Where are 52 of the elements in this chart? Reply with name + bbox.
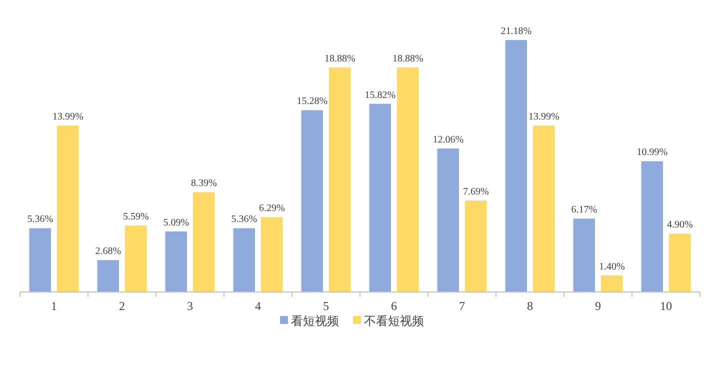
data-label: 10.99%: [636, 147, 668, 158]
data-label: 6.29%: [258, 203, 285, 214]
data-label: 21.18%: [500, 26, 532, 37]
bar: [329, 67, 351, 292]
x-tick-label: 5: [323, 299, 329, 313]
bar: [97, 260, 119, 292]
data-label: 15.82%: [364, 90, 396, 101]
data-label: 13.99%: [528, 112, 560, 123]
x-tick-label: 1: [51, 299, 57, 313]
bar: [669, 234, 691, 292]
data-label: 12.06%: [432, 134, 464, 146]
data-label: 1.40%: [598, 261, 625, 272]
data-label: 5.36%: [231, 214, 258, 226]
data-label: 4.90%: [666, 220, 693, 231]
x-tick-label: 9: [595, 299, 601, 313]
bar: [301, 110, 323, 292]
data-label: 2.68%: [95, 246, 122, 258]
data-label: 5.59%: [122, 211, 149, 222]
legend-label: 看短视频: [291, 314, 339, 328]
bar: [505, 40, 527, 292]
data-label: 6.17%: [571, 204, 598, 216]
x-tick-label: 2: [119, 299, 125, 313]
bar: [57, 126, 79, 292]
data-label: 13.99%: [52, 112, 84, 123]
x-tick-label: 8: [527, 299, 533, 313]
bar: [397, 67, 419, 292]
bar: [533, 126, 555, 292]
data-label: 15.28%: [296, 96, 328, 108]
bar: [125, 225, 147, 292]
bar: [369, 104, 391, 292]
data-label: 8.39%: [190, 178, 217, 190]
bar: [193, 192, 215, 292]
bar: [601, 275, 623, 292]
data-label: 18.88%: [324, 53, 356, 64]
data-label: 5.09%: [163, 217, 190, 228]
x-tick-label: 4: [255, 299, 261, 313]
x-tick-label: 10: [660, 299, 672, 313]
data-label: 18.88%: [392, 53, 424, 64]
bar: [573, 218, 595, 292]
data-label: 5.36%: [27, 214, 54, 226]
x-tick-label: 3: [187, 299, 193, 313]
bar: [261, 217, 283, 292]
bar: [437, 148, 459, 292]
bar: [465, 200, 487, 292]
bar: [233, 228, 255, 292]
bar: [641, 161, 663, 292]
bar: [29, 228, 51, 292]
x-tick-label: 7: [459, 299, 465, 313]
x-tick-label: 6: [391, 299, 397, 313]
data-label: 7.69%: [462, 186, 489, 198]
bar: [165, 231, 187, 292]
legend-label: 不看短视频: [364, 314, 424, 328]
